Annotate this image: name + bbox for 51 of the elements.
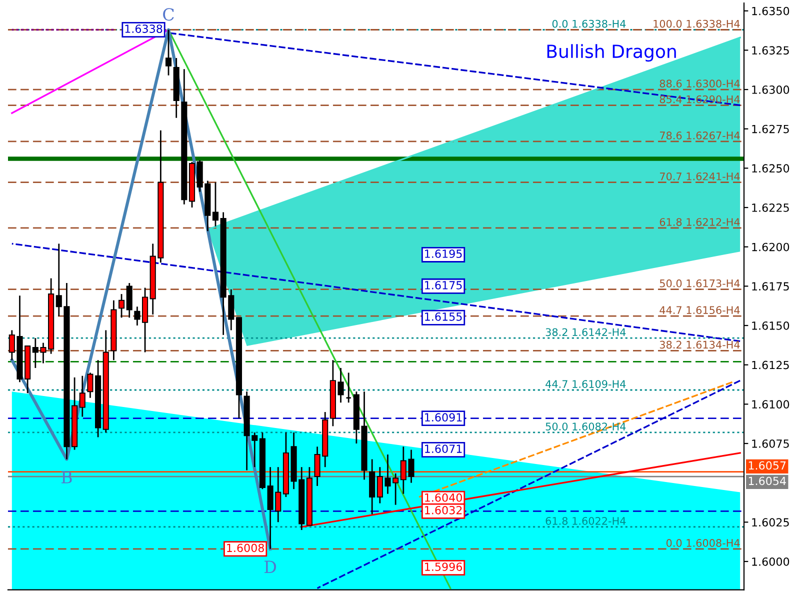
candlestick <box>346 372 352 404</box>
candlestick <box>126 282 132 318</box>
candlestick <box>212 182 219 228</box>
y-tick-label: 1.6350 <box>752 6 790 16</box>
ref-line-label: 38.2 1.6142-H4 <box>546 328 626 336</box>
candlestick <box>165 29 172 76</box>
ref-line-label: 38.2 1.6134-H4 <box>660 340 740 349</box>
y-tick-label: 1.6250 <box>752 164 790 173</box>
ref-line-label: 44.7 1.6109-H4 <box>546 380 626 388</box>
ref-line-label: 85.4 1.6290-H4 <box>660 95 740 104</box>
ref-line-label: 0.0 1.6008-H4 <box>666 539 740 547</box>
y-tick-label: 1.6150 <box>752 321 790 330</box>
y-tick-label: 1.6100 <box>752 400 790 409</box>
annotation: 1.6040 <box>425 493 462 502</box>
candlestick <box>134 306 140 326</box>
ref-line-label: 1.6054 <box>748 476 786 486</box>
y-tick-label: 1.6025 <box>752 518 789 527</box>
ref-line-label: 78.6 1.6267-H4 <box>660 132 740 140</box>
ref-line-label: 88.6 1.6300-H4 <box>660 80 740 88</box>
annotation: 1.6091 <box>425 413 462 422</box>
ref-line-label: 70.7 1.6241-H4 <box>660 172 740 180</box>
annotation: 1.6155 <box>425 312 462 321</box>
ref-line-label: 44.7 1.6156-H4 <box>660 306 740 314</box>
y-tick-label: 1.6325 <box>752 46 789 55</box>
candlestick <box>118 293 125 318</box>
annotation: 1.5996 <box>425 562 462 571</box>
y-tick-label: 1.6275 <box>752 124 789 134</box>
annotation: 1.6032 <box>425 506 462 514</box>
candlestick <box>87 372 94 399</box>
y-tick-label: 1.6200 <box>752 242 790 252</box>
ref-line-label: 50.0 1.6173-H4 <box>660 279 740 288</box>
y-tick-label: 1.6075 <box>752 439 789 448</box>
y-tick-label: 1.6225 <box>752 203 789 212</box>
y-tick-label: 1.6300 <box>752 86 790 94</box>
y-tick-label: 1.6175 <box>752 282 789 291</box>
annotation: 1.6008 <box>227 544 264 552</box>
ref-line-label: 61.8 1.6022-H4 <box>546 516 626 525</box>
ref-line-label: 100.0 1.6338-H4 <box>654 20 740 28</box>
data-label: D <box>264 560 276 573</box>
data-label: C <box>163 8 174 21</box>
ref-line-label: 0.0 1.6338-H4 <box>552 20 626 28</box>
annotation: 1.6195 <box>425 250 462 258</box>
annotation: Bullish Dragon <box>547 44 676 62</box>
annotation: 1.6175 <box>425 280 462 290</box>
ref-line-label: 1.6057 <box>748 461 786 470</box>
y-tick-label: 1.6125 <box>752 360 789 370</box>
ref-line-label: 61.8 1.6212-H4 <box>660 218 740 226</box>
annotation: 1.6071 <box>425 444 462 454</box>
candlestick <box>79 375 86 418</box>
annotation: 1.6338 <box>125 24 162 33</box>
y-tick-label: 1.6000 <box>752 557 790 566</box>
